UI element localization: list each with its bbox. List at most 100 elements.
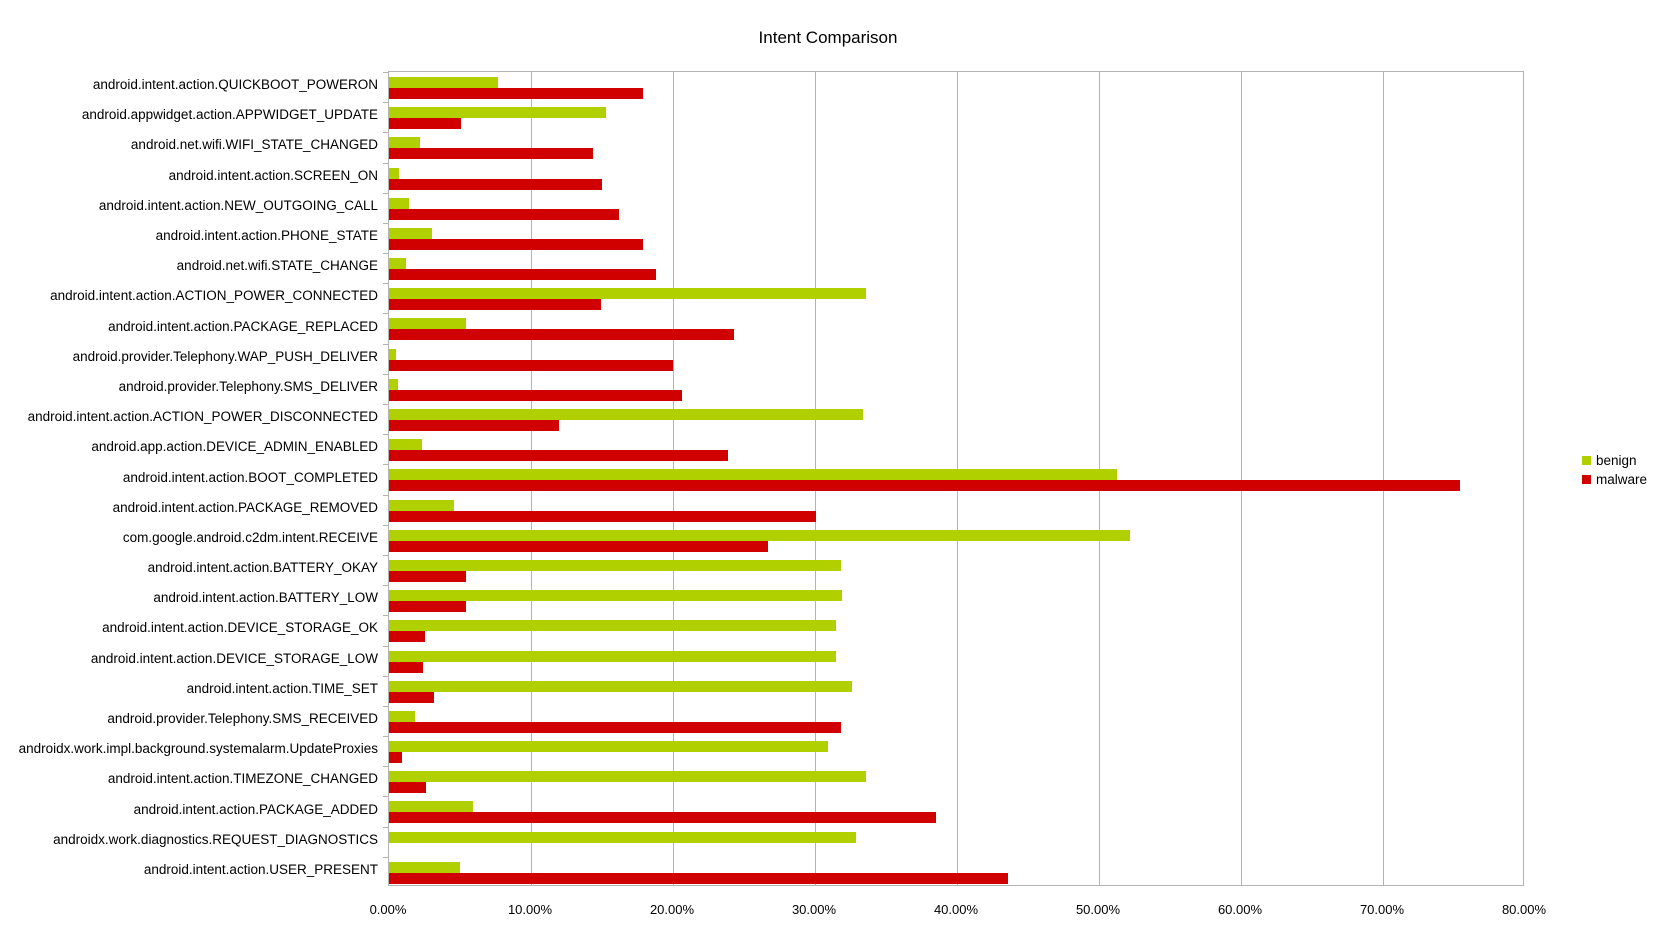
x-tick-label: 40.00% [933, 902, 979, 917]
bar-malware [389, 450, 729, 462]
bar-malware [389, 329, 735, 341]
category-label: android.intent.action.DEVICE_STORAGE_LOW [90, 650, 378, 666]
y-tick [383, 313, 389, 315]
legend-item-malware: malware [1582, 470, 1647, 489]
y-tick [383, 434, 389, 436]
bar-malware [389, 540, 769, 552]
y-tick [383, 705, 389, 707]
category-label: android.intent.action.TIME_SET [186, 680, 378, 696]
bar-benign [389, 77, 499, 88]
bar-benign [389, 227, 432, 239]
bar-malware [389, 118, 462, 130]
y-tick [383, 675, 389, 677]
x-tick-label: 10.00% [507, 902, 553, 917]
category-label: android.intent.action.BATTERY_OKAY [147, 560, 378, 576]
bar-malware [389, 661, 424, 673]
y-tick [383, 404, 389, 406]
legend-label-benign: benign [1596, 453, 1637, 468]
category-label: android.intent.action.ACTION_POWER_CONNE… [50, 288, 378, 304]
y-tick [383, 736, 389, 738]
bar-benign [389, 801, 473, 813]
bar-malware [389, 299, 601, 311]
y-tick [383, 464, 389, 466]
category-label: android.intent.action.QUICKBOOT_POWERON [92, 77, 378, 93]
y-tick [383, 162, 389, 164]
bar-malware [389, 752, 402, 764]
y-tick [383, 856, 389, 858]
bar-benign [389, 680, 852, 692]
y-tick [383, 615, 389, 617]
y-tick [383, 192, 389, 194]
gridline [1383, 72, 1384, 885]
y-tick [383, 826, 389, 828]
bar-benign [389, 107, 607, 119]
y-tick [383, 766, 389, 768]
bar-malware [389, 480, 1460, 492]
y-tick [383, 645, 389, 647]
y-tick [383, 524, 389, 526]
bar-benign [389, 469, 1118, 481]
y-tick [383, 102, 389, 104]
bar-benign [389, 771, 867, 783]
category-label: android.intent.action.USER_PRESENT [143, 861, 378, 877]
category-label: android.intent.action.SCREEN_ON [168, 167, 378, 183]
category-label: android.intent.action.BATTERY_LOW [153, 590, 378, 606]
y-tick [383, 132, 389, 134]
bar-malware [389, 601, 466, 613]
bar-malware [389, 721, 841, 733]
category-label: android.net.wifi.WIFI_STATE_CHANGED [130, 137, 378, 153]
y-tick [383, 494, 389, 496]
bar-benign [389, 861, 460, 873]
category-label: android.intent.action.PACKAGE_REMOVED [112, 499, 378, 515]
bar-malware [389, 812, 936, 824]
bar-benign [389, 559, 841, 571]
x-tick-label: 50.00% [1075, 902, 1121, 917]
y-tick [383, 283, 389, 285]
bar-benign [389, 258, 407, 270]
bar-malware [389, 872, 1009, 884]
y-tick [383, 343, 389, 345]
bar-benign [389, 197, 409, 209]
bar-benign [389, 620, 837, 632]
legend-item-benign: benign [1582, 451, 1647, 470]
bar-malware [389, 782, 426, 794]
category-label: android.intent.action.ACTION_POWER_DISCO… [27, 409, 378, 425]
bar-benign [389, 318, 466, 330]
bar-benign [389, 167, 399, 179]
category-label: android.intent.action.PHONE_STATE [155, 228, 378, 244]
category-label: android.provider.Telephony.SMS_RECEIVED [107, 710, 378, 726]
gridline [1241, 72, 1242, 885]
bar-malware [389, 238, 644, 250]
bar-malware [389, 389, 682, 401]
legend-label-malware: malware [1596, 472, 1648, 487]
bar-malware [389, 359, 673, 371]
bar-benign [389, 348, 397, 360]
bar-benign [389, 741, 828, 753]
bar-malware [389, 570, 466, 582]
category-label: com.google.android.c2dm.intent.RECEIVE [122, 529, 378, 545]
bar-malware [389, 208, 620, 220]
category-label: android.net.wifi.STATE_CHANGE [176, 258, 378, 274]
y-tick [383, 253, 389, 255]
bar-malware [389, 178, 602, 190]
category-label: android.intent.action.DEVICE_STORAGE_OK [102, 620, 378, 636]
bar-benign [389, 590, 842, 602]
bar-malware [389, 269, 656, 281]
bar-benign [389, 831, 857, 843]
bar-benign [389, 409, 864, 421]
category-label: android.intent.action.NEW_OUTGOING_CALL [98, 197, 378, 213]
bar-benign [389, 439, 422, 451]
y-tick [383, 222, 389, 224]
category-label: android.provider.Telephony.WAP_PUSH_DELI… [72, 348, 378, 364]
x-tick-label: 80.00% [1501, 902, 1547, 917]
bar-malware [389, 691, 435, 703]
category-label: androidx.work.diagnostics.REQUEST_DIAGNO… [53, 831, 378, 847]
y-tick [383, 796, 389, 798]
legend: benign malware [1582, 451, 1647, 489]
x-tick-label: 70.00% [1359, 902, 1405, 917]
bar-benign [389, 499, 455, 511]
y-tick [383, 373, 389, 375]
bar-malware [389, 631, 425, 643]
y-tick [383, 585, 389, 587]
benign-swatch-icon [1582, 456, 1591, 465]
